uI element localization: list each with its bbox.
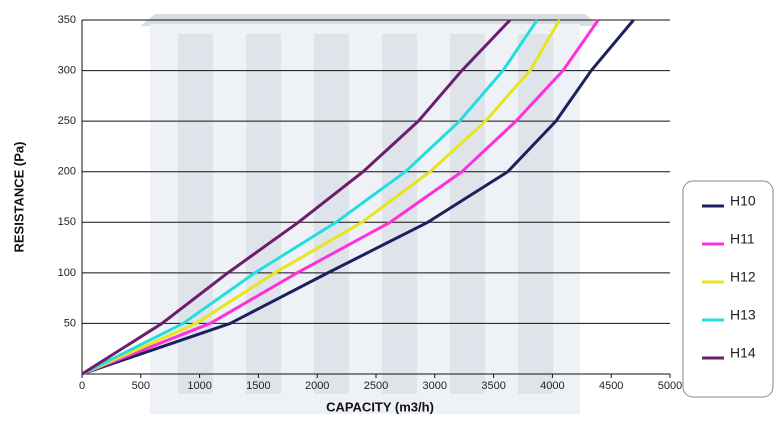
series-line [81, 19, 561, 376]
x-tick-label: 1500 [246, 380, 270, 392]
x-tick-label: 5000 [658, 380, 682, 392]
y-tick-label: 250 [58, 115, 76, 127]
x-tick-label: 4500 [599, 380, 623, 392]
x-tick-label: 2000 [305, 380, 329, 392]
y-tick-label: 200 [58, 166, 76, 178]
legend-box [682, 180, 774, 398]
legend-label: H14 [730, 345, 756, 361]
legend-label: H11 [730, 231, 755, 247]
background-filter [140, 14, 600, 414]
x-tick-label: 3500 [481, 380, 505, 392]
series-line [81, 18, 512, 376]
x-tick-label: 2500 [364, 380, 388, 392]
x-axis-title: CAPACITY (m3/h) [326, 399, 434, 414]
x-tick-label: 500 [132, 380, 150, 392]
y-axis-title: RESISTANCE (Pa) [11, 142, 26, 253]
series-line [81, 19, 635, 376]
legend-label: H12 [730, 269, 756, 285]
y-tick-label: 50 [64, 317, 76, 329]
series-line [81, 19, 539, 376]
y-tick-label: 300 [58, 64, 76, 76]
x-tick-label: 1000 [187, 380, 211, 392]
x-tick-label: 3000 [423, 380, 447, 392]
y-tick-label: 350 [58, 14, 76, 26]
y-tick-label: 150 [58, 216, 76, 228]
legend-label: H10 [730, 193, 756, 209]
series-line [81, 19, 600, 376]
x-tick-label: 4000 [540, 380, 564, 392]
y-tick-label: 100 [58, 267, 76, 279]
x-tick-label: 0 [79, 380, 85, 392]
legend-label: H13 [730, 307, 756, 323]
